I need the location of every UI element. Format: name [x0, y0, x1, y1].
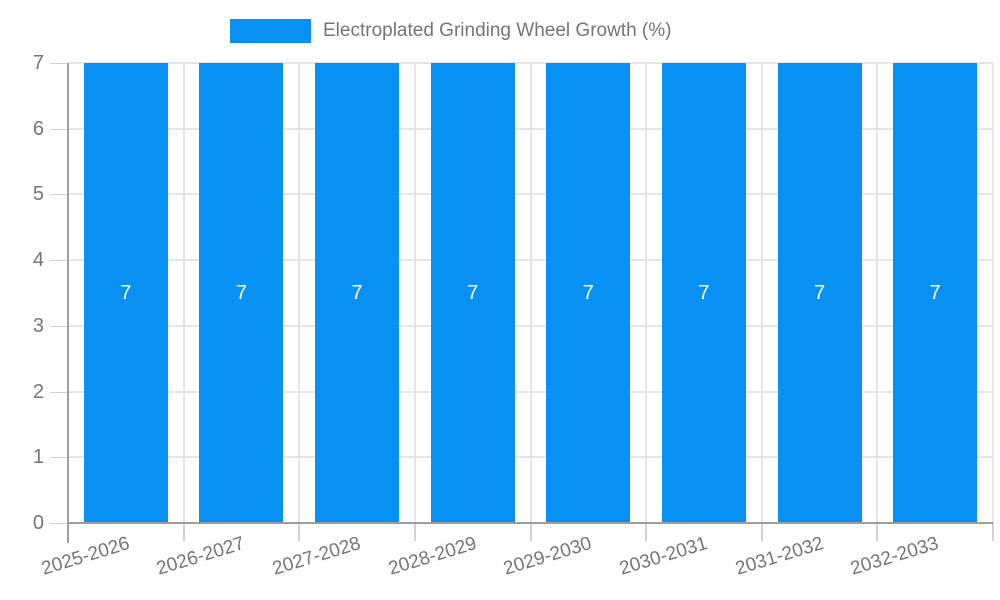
v-gridline [529, 63, 532, 523]
bar-value-label: 7 [698, 282, 710, 304]
bar [315, 63, 400, 523]
y-axis-tick [50, 194, 68, 196]
y-axis-tick [50, 523, 68, 524]
x-axis-tick [876, 523, 879, 541]
v-gridline [876, 63, 879, 523]
y-axis-tick-label: 6 [32, 117, 44, 140]
legend: Electroplated Grinding Wheel Growth (%) [230, 19, 671, 43]
v-gridline [645, 63, 648, 523]
y-axis-tick [50, 260, 68, 262]
v-gridline [760, 63, 763, 523]
bar [199, 63, 284, 523]
legend-label: Electroplated Grinding Wheel Growth (%) [323, 20, 672, 41]
bar-value-label: 7 [582, 282, 594, 304]
bar-value-label: 7 [235, 282, 247, 304]
y-axis-tick [50, 63, 68, 64]
bar [661, 63, 746, 523]
y-axis-tick-label: 0 [32, 512, 44, 534]
bar-value-label: 7 [814, 282, 826, 304]
x-axis-tick [413, 523, 416, 541]
y-axis-tick [50, 457, 68, 459]
bar-value-label: 7 [929, 282, 941, 304]
y-axis-tick-label: 3 [32, 314, 44, 337]
legend-swatch [230, 19, 311, 43]
x-axis-tick [645, 523, 648, 541]
bar-value-label: 7 [467, 282, 479, 304]
bar [83, 63, 168, 523]
x-axis-tick [529, 523, 532, 541]
x-axis-baseline [68, 522, 993, 524]
y-axis-line [67, 63, 69, 543]
bar [546, 63, 631, 523]
y-axis-tick-label: 1 [32, 446, 44, 469]
bar [893, 63, 978, 523]
x-axis-tick [992, 523, 994, 541]
bar [777, 63, 862, 523]
y-axis-tick-label: 5 [32, 183, 44, 206]
y-axis-tick [50, 128, 68, 130]
y-axis-tick-label: 2 [32, 380, 44, 403]
bar-value-label: 7 [351, 282, 363, 304]
x-axis-tick [760, 523, 763, 541]
v-gridline [298, 63, 301, 523]
y-axis-tick-label: 7 [32, 52, 44, 74]
x-axis-tick [298, 523, 301, 541]
x-axis-tick [182, 523, 185, 541]
v-gridline [413, 63, 416, 523]
y-axis-tick-label: 4 [32, 249, 44, 272]
y-axis-tick [50, 391, 68, 393]
bar-value-label: 7 [120, 282, 132, 304]
bar [430, 63, 515, 523]
v-gridline [992, 63, 994, 523]
y-axis-tick [50, 325, 68, 327]
v-gridline [182, 63, 185, 523]
